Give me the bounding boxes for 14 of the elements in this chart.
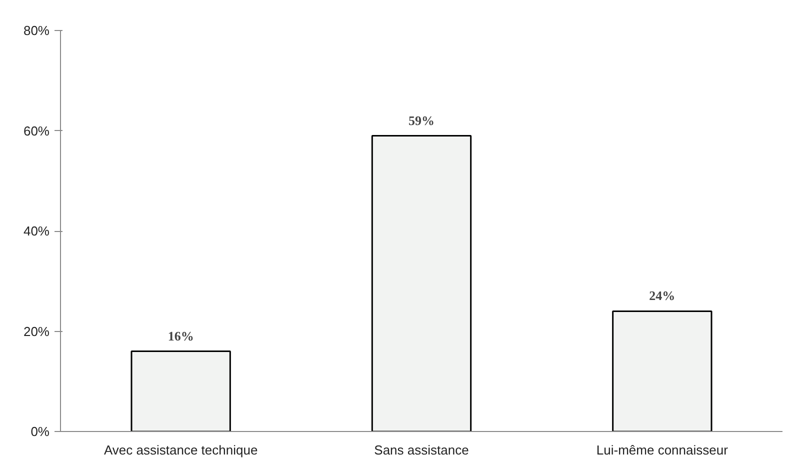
data-label: 16% bbox=[168, 328, 194, 344]
x-tick-label: Sans assistance bbox=[374, 442, 469, 458]
y-tick-label: 40% bbox=[23, 224, 50, 238]
bar bbox=[612, 310, 712, 432]
bar bbox=[130, 350, 231, 432]
bar bbox=[371, 135, 472, 432]
data-label: 59% bbox=[408, 112, 434, 128]
y-tick-label: 80% bbox=[23, 23, 50, 38]
y-tick-label: 0% bbox=[30, 424, 50, 439]
y-tick-label: 60% bbox=[23, 123, 50, 138]
data-label: 24% bbox=[649, 288, 676, 304]
x-tick-label: Avec assistance technique bbox=[104, 442, 258, 458]
y-tick-label: 20% bbox=[23, 324, 50, 339]
x-tick-label: Lui-même connaisseur bbox=[596, 442, 729, 458]
